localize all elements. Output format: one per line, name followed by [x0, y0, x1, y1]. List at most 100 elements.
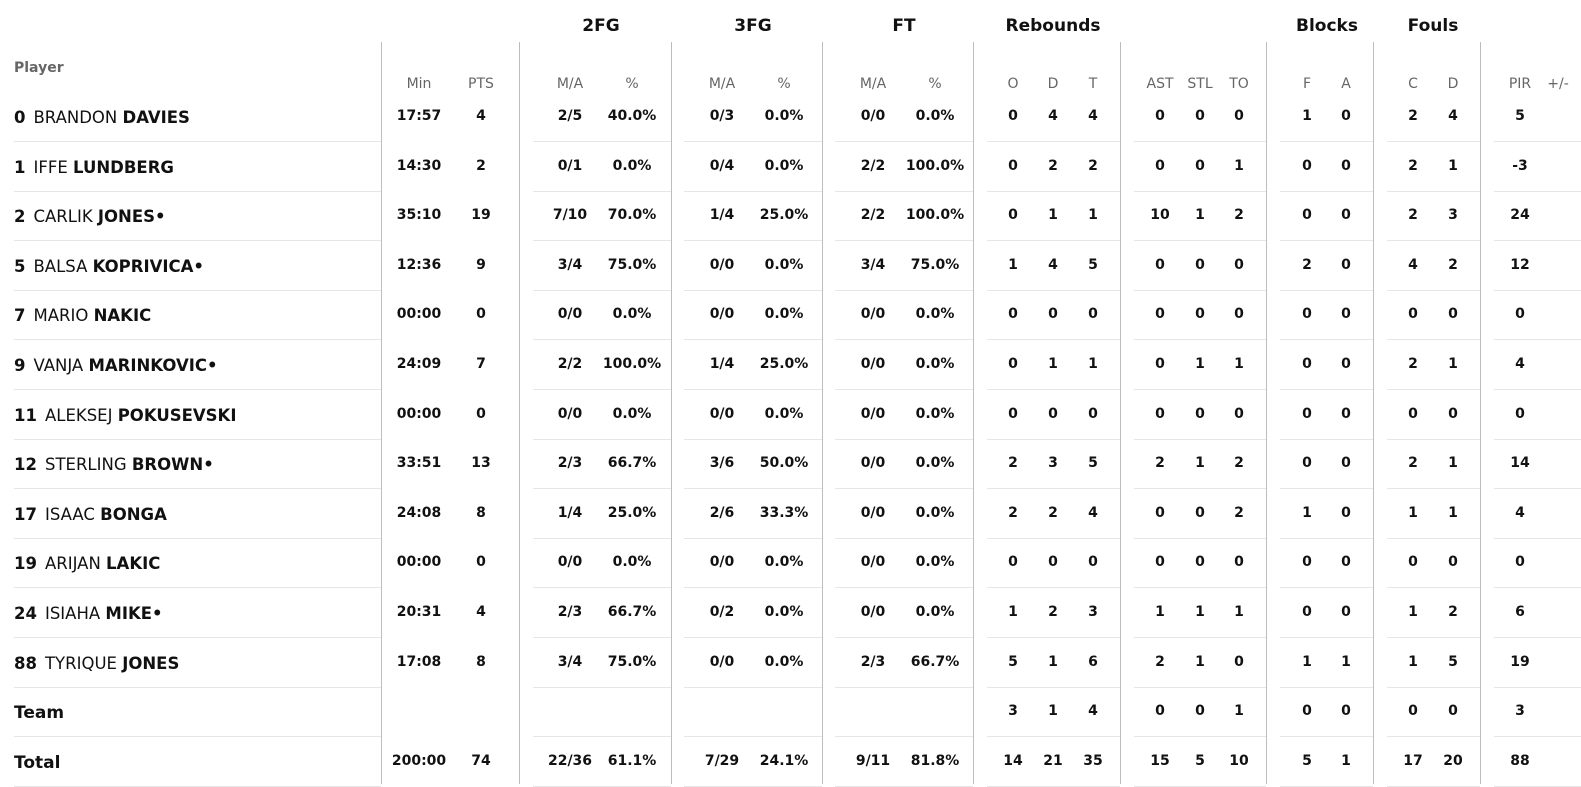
row-separator [684, 637, 822, 638]
row-separator [835, 190, 973, 192]
stat-cell: 0 [1155, 703, 1165, 720]
stat-cell: 66.7% [607, 604, 657, 620]
stat-cell: 0 [476, 554, 486, 571]
stat-cell: 2/6 [709, 504, 735, 521]
column-header[interactable]: M/A [859, 76, 887, 92]
starter-marker: • [152, 604, 163, 623]
player-last-name: LUNDBERG [73, 157, 174, 177]
stat-cell: 0/0 [860, 405, 886, 422]
stat-cell: 0/0 [557, 306, 583, 323]
row-separator [1387, 339, 1480, 341]
stat-cell: 4 [476, 108, 486, 124]
stat-cell: 0 [1302, 207, 1312, 224]
stat-cell: 1 [1048, 207, 1058, 224]
row-separator [1280, 141, 1373, 142]
column-header[interactable]: TO [1229, 76, 1249, 92]
row-separator [533, 438, 671, 440]
player-first-name: ISAAC [44, 504, 95, 524]
team-row-label: Team [14, 703, 65, 724]
stat-cell: 0 [1234, 108, 1244, 124]
player-name-link[interactable]: 88 TYRIQUE JONES [14, 654, 179, 673]
player-name-link[interactable]: 0 BRANDON DAVIES [14, 108, 190, 127]
stat-cell: 0.0% [915, 554, 955, 571]
stat-cell: 0 [1448, 703, 1458, 720]
stat-cell: 00:00 [396, 554, 442, 571]
player-name-link[interactable]: 7 MARIO NAKIC [14, 306, 151, 325]
stat-cell: 2 [1088, 157, 1098, 174]
row-separator [533, 141, 671, 142]
row-separator [835, 686, 973, 688]
stat-cell: 0 [1195, 504, 1205, 521]
stat-cell: 12 [1510, 256, 1530, 273]
column-header[interactable]: +/- [1547, 76, 1569, 92]
total-row-label: Total [14, 752, 61, 773]
stat-cell: 100.0% [602, 356, 662, 372]
stat-cell: 0.0% [915, 405, 955, 422]
player-last-name: DAVIES [122, 108, 190, 127]
stat-cell: 0 [1341, 207, 1351, 224]
player-name-link[interactable]: 1 IFFE LUNDBERG [14, 158, 174, 177]
player-name-link[interactable]: 19 ARIJAN LAKIC [14, 554, 160, 573]
stat-cell: 0 [1408, 405, 1418, 422]
row-separator [1134, 587, 1266, 589]
stat-cell: 0 [1155, 405, 1165, 422]
player-row: 2 CARLIK JONES• 35:10 19 7/10 70.0% 1/4 25.0% 2/… [0, 192, 1581, 242]
column-header[interactable]: STL [1187, 76, 1213, 92]
stat-cell: 1 [1155, 604, 1165, 620]
column-header[interactable]: D [1447, 76, 1459, 92]
player-name-link[interactable]: 24 ISIAHA MIKE• [14, 604, 163, 623]
stat-cell: 2 [1448, 256, 1458, 273]
stat-cell: 0/2 [709, 604, 735, 620]
stat-cell: 9 [476, 256, 486, 273]
stat-cell: 0 [1341, 157, 1351, 174]
column-divider [822, 42, 823, 784]
column-header[interactable]: C [1408, 76, 1418, 92]
player-name-link[interactable]: 5 BALSA KOPRIVICA• [14, 257, 204, 276]
stat-cell: 3/6 [709, 455, 735, 472]
stat-cell: 0 [1341, 306, 1351, 323]
column-header[interactable]: T [1088, 76, 1098, 92]
player-row: 11 ALEKSEJ POKUSEVSKI 00:00 0 0/0 0.0% 0/0 0.0%… [0, 391, 1581, 440]
stat-cell: 2 [1408, 108, 1418, 124]
stat-cell: 4 [476, 604, 486, 620]
column-header[interactable]: PTS [468, 76, 494, 92]
stat-cell: 2 [1408, 455, 1418, 472]
stat-cell: 0 [1234, 653, 1244, 670]
player-name-link[interactable]: 17 ISAAC BONGA [14, 505, 167, 524]
stat-cell: 2 [476, 157, 486, 174]
row-separator [684, 438, 822, 440]
player-name-link[interactable]: 12 STERLING BROWN• [14, 455, 214, 474]
row-separator [987, 190, 1120, 192]
stat-cell: 3 [1088, 604, 1098, 620]
player-row: 7 MARIO NAKIC 00:00 0 0/0 0.0% 0/0 0.0% 0/0 0.0% 0… [0, 291, 1581, 341]
stat-cell: 1 [1302, 504, 1312, 521]
stat-cell: 1/4 [709, 356, 735, 372]
stat-cell: 6 [1088, 653, 1098, 670]
row-separator [1387, 438, 1480, 440]
column-header[interactable]: % [928, 76, 942, 92]
row-separator [1387, 141, 1480, 142]
column-header[interactable]: A [1341, 76, 1351, 92]
column-header[interactable]: M/A [556, 76, 584, 92]
column-header[interactable]: % [625, 76, 639, 92]
stat-cell: 0 [1341, 405, 1351, 422]
player-name-link[interactable]: 9 VANJA MARINKOVIC• [14, 356, 218, 375]
column-header[interactable]: M/A [708, 76, 736, 92]
stat-cell: 0.0% [915, 306, 955, 323]
player-name-link[interactable]: 11 ALEKSEJ POKUSEVSKI [14, 406, 236, 425]
player-first-name: BRANDON [33, 108, 118, 127]
column-header[interactable]: D [1047, 76, 1059, 92]
player-name-link[interactable]: 2 CARLIK JONES• [14, 207, 166, 226]
stat-cell: 50.0% [759, 455, 809, 472]
column-header[interactable]: PIR [1508, 76, 1532, 92]
row-separator [1387, 587, 1480, 589]
stat-cell: 0 [1302, 405, 1312, 422]
column-header[interactable]: O [1007, 76, 1019, 92]
column-header[interactable]: F [1302, 76, 1312, 92]
row-separator [14, 637, 381, 638]
column-header[interactable]: AST [1146, 76, 1174, 92]
player-number: 0 [14, 108, 26, 127]
stat-cell: 2/3 [557, 455, 583, 472]
column-header[interactable]: Min [406, 76, 432, 92]
column-header[interactable]: % [777, 76, 791, 92]
